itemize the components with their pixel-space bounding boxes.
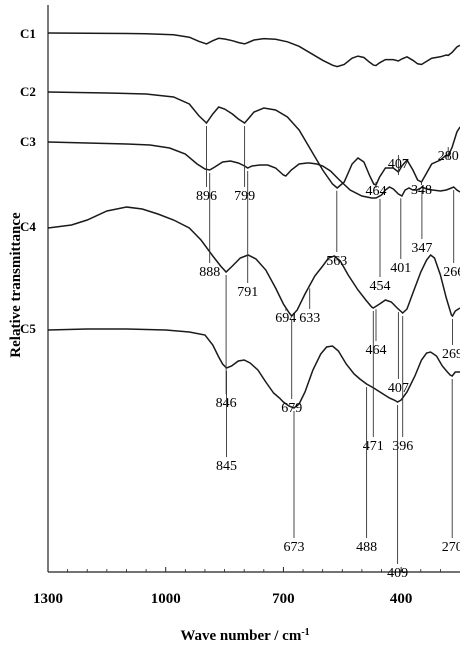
peak-label: 464 <box>366 184 387 199</box>
peak-label: 401 <box>390 261 411 276</box>
x-axis-title-main: Wave number / cm <box>180 628 301 644</box>
x-tick-label: 400 <box>390 591 413 607</box>
peak-label: 633 <box>299 311 320 326</box>
peak-label: 464 <box>366 343 387 358</box>
y-axis-title: Relative transmittance <box>8 212 24 358</box>
peak-label: 280 <box>438 149 459 164</box>
peak-label: 347 <box>411 241 432 256</box>
peak-annotations: 8967995634644073482808887914544013472666… <box>196 126 460 581</box>
peak-label: 407 <box>388 381 409 396</box>
x-tick-label: 1000 <box>151 591 181 607</box>
peak-label: 888 <box>199 265 220 280</box>
peak-label: 270 <box>442 540 460 555</box>
peak-label: 409 <box>387 566 408 581</box>
peak-label: 269 <box>442 347 460 362</box>
peak-label: 488 <box>356 540 377 555</box>
x-axis-title-sup: -1 <box>301 627 309 638</box>
peak-label: 791 <box>237 285 258 300</box>
peak-label: 679 <box>281 401 302 416</box>
series-label-c1: C1 <box>20 26 36 41</box>
x-tick-label: 1300 <box>33 591 63 607</box>
peak-label: 396 <box>392 439 413 454</box>
peak-label: 694 <box>275 311 296 326</box>
peak-label: 896 <box>196 189 217 204</box>
series-label-c3: C3 <box>20 134 36 149</box>
x-ticks: 1300 1000 700 400 <box>33 567 441 607</box>
peak-label: 673 <box>284 540 305 555</box>
peak-label: 563 <box>326 254 347 269</box>
series-label-c4: C4 <box>20 219 36 234</box>
peak-label: 799 <box>234 189 255 204</box>
peak-label: 454 <box>370 279 391 294</box>
series-label-c2: C2 <box>20 84 36 99</box>
series-label-c5: C5 <box>20 321 36 336</box>
peak-label: 266 <box>443 265 460 280</box>
spectrum-line-c1 <box>47 32 460 68</box>
x-tick-label: 700 <box>272 591 295 607</box>
spectrum-line-c3 <box>47 141 460 199</box>
peak-label: 471 <box>363 439 384 454</box>
peak-label: 845 <box>216 459 237 474</box>
spectrum-line-c2 <box>47 91 460 189</box>
peak-label: 407 <box>388 157 409 172</box>
spectrum-curves <box>47 32 460 409</box>
spectrum-line-c5 <box>47 328 460 409</box>
x-axis-title: Wave number / cm-1 <box>180 627 309 645</box>
spectrum-line-c4 <box>47 206 460 318</box>
